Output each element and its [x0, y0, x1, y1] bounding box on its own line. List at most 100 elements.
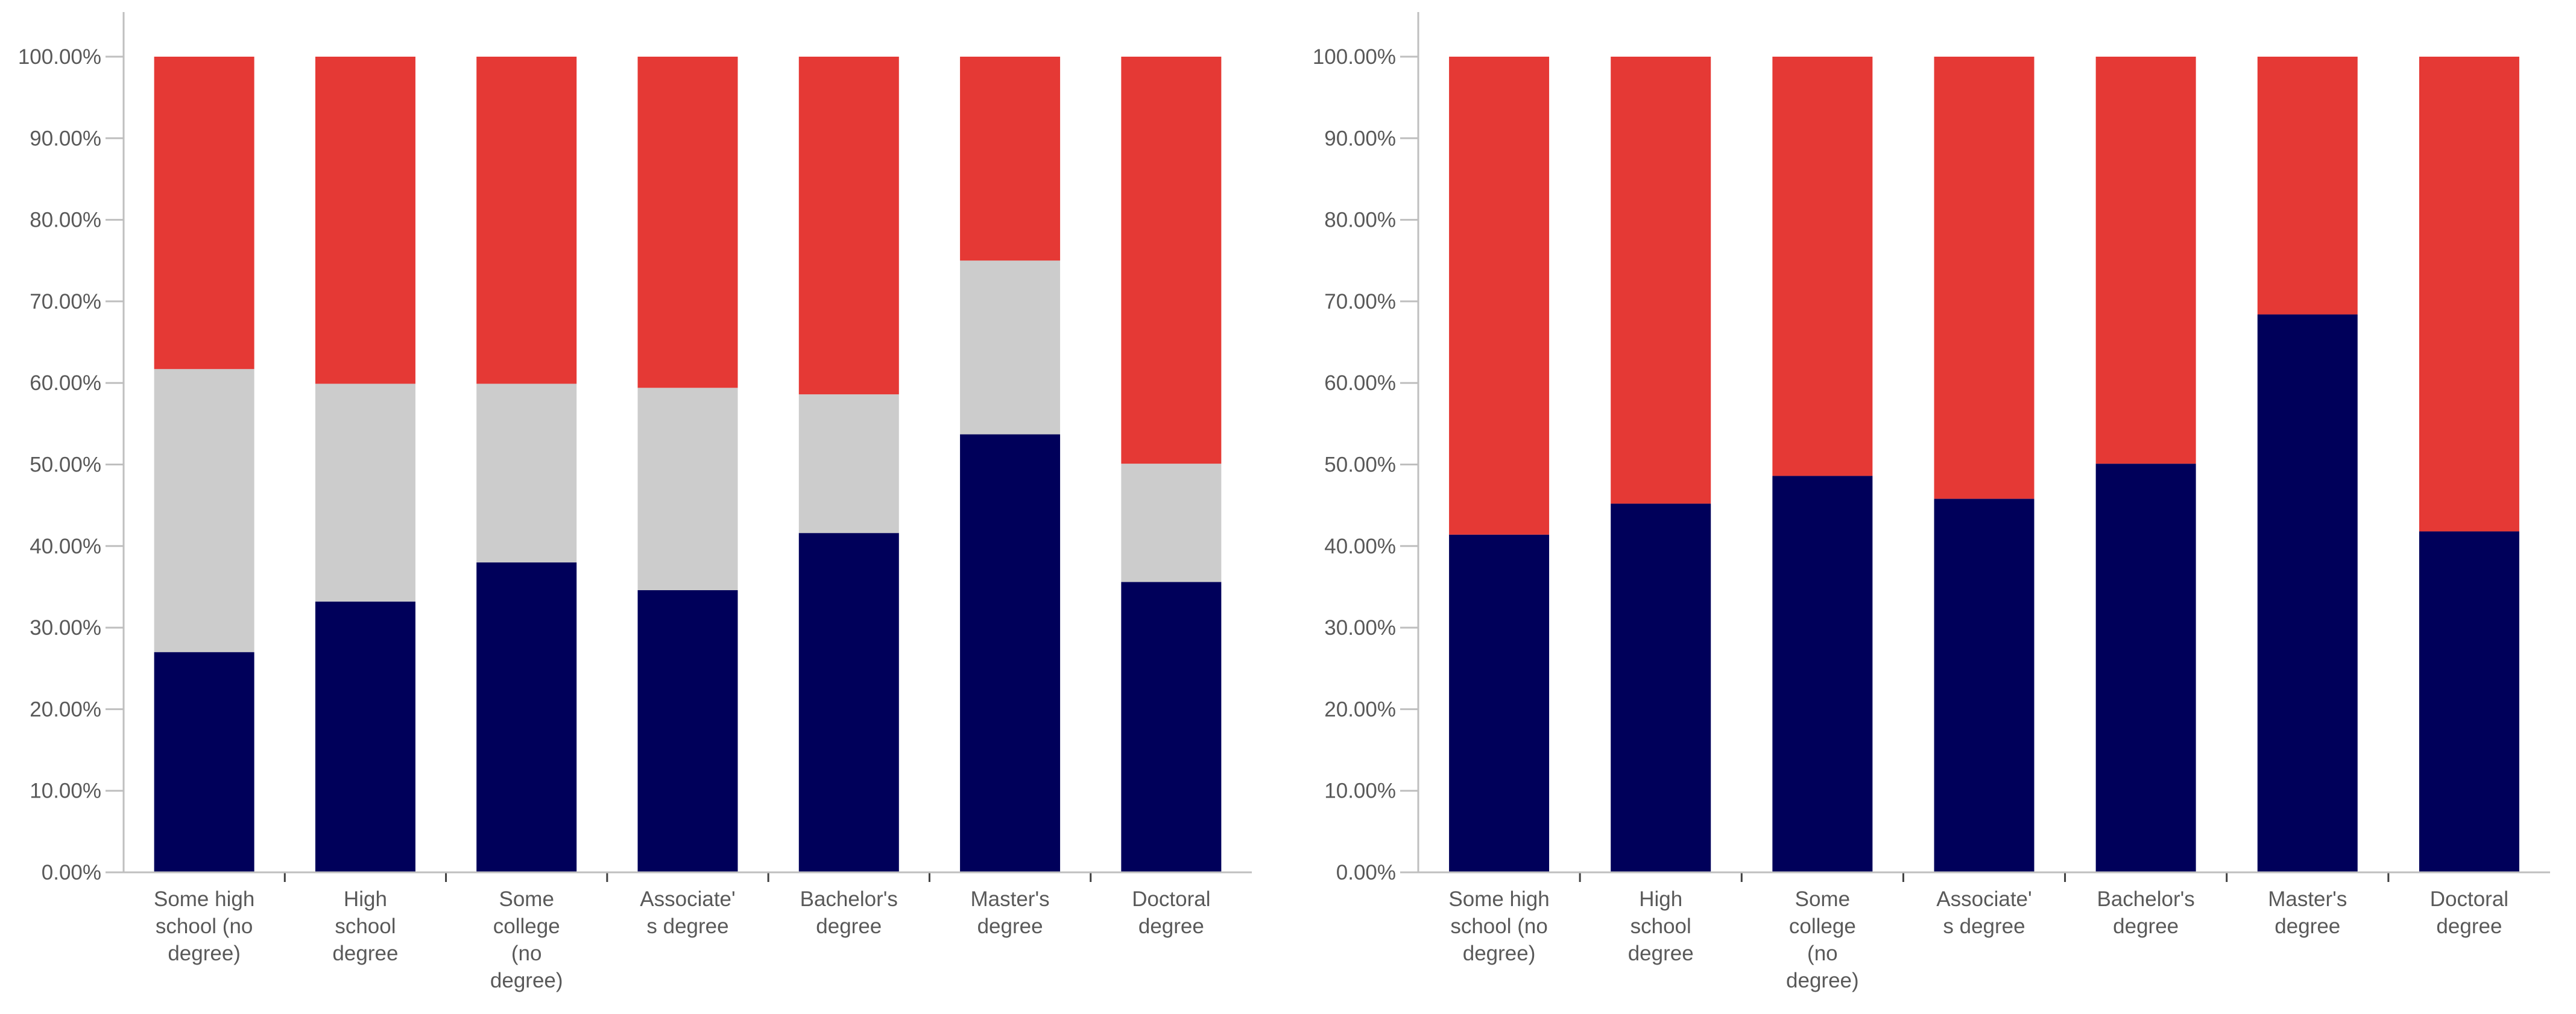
x-category-label-line: college: [1789, 915, 1856, 938]
x-category-label-line: school: [335, 915, 396, 938]
y-tick-label: 50.00%: [1324, 453, 1396, 477]
y-tick-label: 60.00%: [1324, 371, 1396, 395]
bar-segment-series-2-1: [1611, 57, 1711, 504]
x-category-label-line: school (no: [156, 915, 253, 938]
bar-segment-series-3-6: [1121, 57, 1222, 464]
x-category-label: Some high school (no degree): [154, 887, 254, 965]
bar-segment-series-3-2: [476, 57, 577, 384]
x-category-label-line: s degree: [1943, 915, 2025, 938]
x-category-label-line: High: [1639, 887, 1682, 911]
y-tick-label: 80.00%: [30, 209, 101, 232]
bar-segment-series-3-1: [315, 57, 415, 384]
bar-segment-series-1-6: [1121, 582, 1222, 872]
y-tick-label: 40.00%: [30, 535, 101, 558]
y-tick-label: 90.00%: [30, 127, 101, 150]
x-category-label-line: degree: [332, 942, 398, 965]
bar-segment-series-1-0: [1449, 534, 1550, 872]
x-category-label-line: Doctoral: [1132, 887, 1210, 911]
bar-segment-series-1-0: [154, 652, 254, 872]
bar-segment-series-2-0: [154, 369, 254, 652]
bar-segment-series-1-5: [960, 434, 1061, 872]
x-category-label-line: degree: [816, 915, 882, 938]
bar-segment-series-2-5: [2257, 57, 2358, 315]
x-category-label-line: Some: [499, 887, 554, 911]
y-tick-label: 100.00%: [18, 45, 101, 69]
y-tick-label: 0.00%: [1336, 861, 1396, 884]
bar-segment-series-3-5: [960, 57, 1061, 261]
x-category-label-line: (no: [511, 942, 542, 965]
x-category-label-line: degree): [1463, 942, 1536, 965]
bar-segment-series-1-3: [637, 590, 738, 872]
bar-segment-series-3-3: [637, 57, 738, 388]
x-category-label-line: Master's: [970, 887, 1049, 911]
x-category-label-line: Some high: [154, 887, 254, 911]
bar-segment-series-2-2: [476, 383, 577, 562]
x-category-label-line: degree): [490, 969, 563, 992]
y-tick-label: 50.00%: [30, 453, 101, 477]
x-category-label-line: High: [344, 887, 387, 911]
x-category-label-line: degree: [1628, 942, 1694, 965]
x-category-label-line: Master's: [2268, 887, 2347, 911]
bar-segment-series-2-0: [1449, 57, 1550, 535]
x-category-label-line: Doctoral: [2430, 887, 2508, 911]
left-chart-panel: 0.00% 10.00% 20.00% 30.00% 40.00% 50.00% 60.00…: [18, 12, 1252, 992]
x-category-label-line: Associate': [1936, 887, 2031, 911]
bar-segment-series-1-1: [315, 601, 415, 872]
x-category-label: Some college (no degree): [1786, 887, 1859, 992]
bar-segment-series-2-3: [637, 388, 738, 590]
x-category-label-line: s degree: [646, 915, 728, 938]
y-tick-label: 40.00%: [1324, 535, 1396, 558]
y-tick-label: 10.00%: [1324, 779, 1396, 803]
bar-segment-series-2-1: [315, 383, 415, 602]
x-category-label-line: Associate': [640, 887, 735, 911]
y-tick-label: 30.00%: [30, 616, 101, 640]
x-category-label-line: Some: [1795, 887, 1850, 911]
x-category-label: Some college (no degree): [490, 887, 563, 992]
x-category-label-line: degree: [2436, 915, 2502, 938]
x-category-label-line: degree: [977, 915, 1043, 938]
x-category-label: High school degree: [1628, 887, 1694, 965]
x-category-label: Associate' s degree: [640, 887, 735, 938]
x-category-label: Bachelor's degree: [2097, 887, 2194, 938]
bar-segment-series-1-3: [1934, 499, 2035, 872]
x-category-label-line: degree): [1786, 969, 1859, 992]
y-tick-label: 30.00%: [1324, 616, 1396, 640]
bar-segment-series-3-4: [798, 57, 899, 395]
x-category-label-line: degree): [168, 942, 241, 965]
x-category-label-line: Bachelor's: [800, 887, 898, 911]
bar-segment-series-2-4: [798, 394, 899, 534]
x-category-label-line: degree: [1138, 915, 1204, 938]
bar-segment-series-2-2: [1772, 57, 1873, 476]
x-category-label: Some high school (no degree): [1448, 887, 1549, 965]
bar-segment-series-1-2: [1772, 476, 1873, 872]
y-tick-label: 20.00%: [1324, 698, 1396, 721]
x-category-label-line: school (no: [1450, 915, 1547, 938]
y-tick-label: 100.00%: [1313, 45, 1396, 69]
bar-segment-series-1-4: [2095, 464, 2196, 872]
bar-segment-series-1-4: [798, 533, 899, 872]
x-category-label-line: degree: [2113, 915, 2179, 938]
bar-segment-series-2-6: [1121, 464, 1222, 582]
x-category-label: Master's degree: [2268, 887, 2347, 938]
y-tick-label: 10.00%: [30, 779, 101, 803]
x-category-label: High school degree: [332, 887, 398, 965]
x-category-label: Associate' s degree: [1936, 887, 2031, 938]
y-tick-label: 20.00%: [30, 698, 101, 721]
right-chart-panel: 0.00% 10.00% 20.00% 30.00% 40.00% 50.00% 60.00…: [1313, 12, 2550, 992]
bar-segment-series-1-6: [2419, 531, 2519, 872]
bar-segment-series-1-1: [1611, 503, 1711, 872]
x-category-label: Master's degree: [970, 887, 1049, 938]
bar-segment-series-2-3: [1934, 57, 2035, 499]
y-tick-label: 60.00%: [30, 371, 101, 395]
x-category-label-line: Some high: [1448, 887, 1549, 911]
bar-segment-series-2-5: [960, 260, 1061, 435]
bar-segment-series-1-2: [476, 562, 577, 872]
x-category-label: Doctoral degree: [2430, 887, 2508, 938]
x-category-label-line: (no: [1807, 942, 1838, 965]
y-tick-label: 70.00%: [30, 290, 101, 313]
x-category-label-line: Bachelor's: [2097, 887, 2194, 911]
y-tick-label: 80.00%: [1324, 209, 1396, 232]
bar-segment-series-2-6: [2419, 57, 2519, 532]
x-category-label-line: degree: [2275, 915, 2340, 938]
